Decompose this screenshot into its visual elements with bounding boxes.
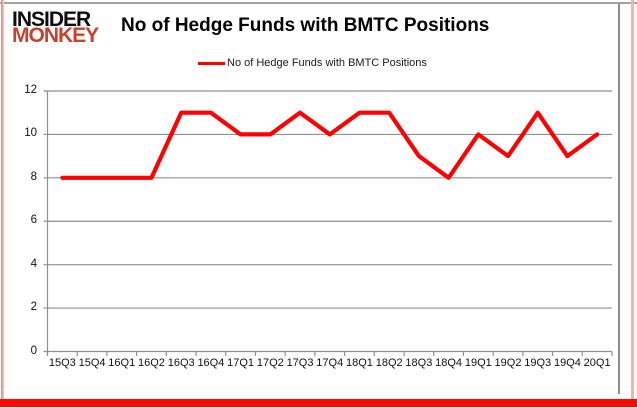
x-tick-label: 16Q1 xyxy=(108,357,136,369)
x-tick-label: 19Q2 xyxy=(494,357,522,369)
x-tick-label: 17Q4 xyxy=(316,357,344,369)
logo-monkey: MONKEY xyxy=(12,24,99,47)
y-tick-label: 2 xyxy=(30,301,37,314)
x-tick-label: 19Q1 xyxy=(464,357,492,369)
x-tick-label: 18Q2 xyxy=(375,357,403,369)
x-tick-label: 19Q3 xyxy=(524,357,552,369)
y-tick-label: 10 xyxy=(24,127,37,140)
x-tick-label: 19Q4 xyxy=(553,357,581,369)
y-tick-label: 8 xyxy=(30,170,37,183)
x-tick-label: 15Q4 xyxy=(78,357,106,369)
x-tick-label: 18Q4 xyxy=(435,357,463,369)
x-tick-label: 16Q3 xyxy=(167,357,195,369)
series-line xyxy=(60,110,600,180)
x-tick-label: 16Q2 xyxy=(138,357,165,369)
chart-title: No of Hedge Funds with BMTC Positions xyxy=(121,15,490,36)
frame-bottom-band xyxy=(0,399,637,407)
legend: No of Hedge Funds with BMTC Positions xyxy=(198,57,427,69)
frame-left-stripe xyxy=(1,0,4,400)
y-tick-label: 6 xyxy=(30,214,37,227)
frame-right-stripe xyxy=(631,0,634,400)
legend-line-marker xyxy=(198,61,225,65)
x-tick-label: 17Q2 xyxy=(256,357,284,369)
frame-right-border xyxy=(618,4,620,394)
x-tick-label: 15Q3 xyxy=(48,357,76,369)
y-tick-label: 12 xyxy=(24,84,37,96)
x-tick-label: 17Q1 xyxy=(227,357,255,369)
y-tick-label: 0 xyxy=(30,344,37,357)
insider-monkey-logo: INSIDER MONKEY xyxy=(12,8,99,47)
y-tick-label: 4 xyxy=(30,257,37,270)
legend-label: No of Hedge Funds with BMTC Positions xyxy=(227,57,427,69)
x-tick-label: 18Q3 xyxy=(405,357,433,369)
x-tick-label: 20Q1 xyxy=(583,357,611,369)
frame-top-border xyxy=(0,2,637,4)
logo-insider: INSIDER xyxy=(12,8,91,31)
x-tick-label: 17Q3 xyxy=(286,357,314,369)
x-tick-label: 18Q1 xyxy=(345,357,373,369)
x-tick-label: 16Q4 xyxy=(197,357,225,369)
